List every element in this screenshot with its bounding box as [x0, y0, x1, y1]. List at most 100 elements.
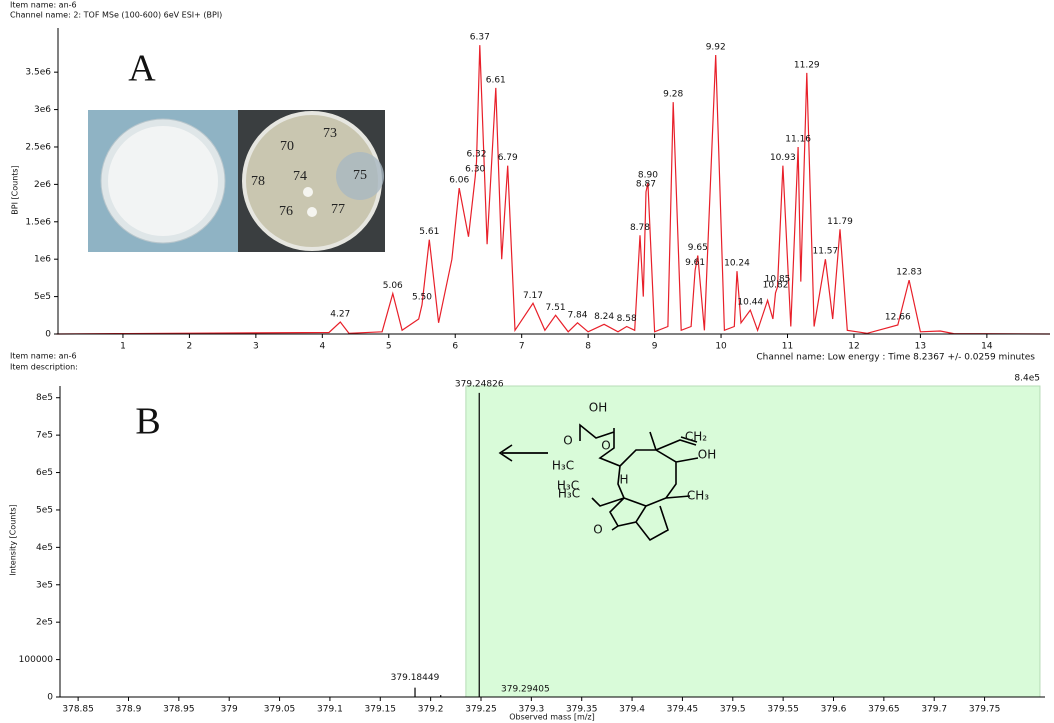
y-tick-label: 7e5 [36, 431, 53, 441]
structure-label: O [593, 523, 602, 537]
peak-label: 6.32 [466, 149, 486, 159]
x-tick-label: 13 [915, 342, 926, 352]
x-tick-label: 379.1 [317, 705, 343, 715]
y-tick-label: 5e5 [36, 505, 53, 515]
x-tick-label: 379.6 [821, 705, 847, 715]
peak-label: 8.78 [630, 223, 650, 233]
peak-label: 5.50 [412, 292, 432, 302]
peak-label: 9.65 [688, 243, 708, 253]
peak-label: 8.87 [636, 179, 656, 189]
inset-label: 76 [279, 204, 293, 219]
x-tick-label: 378.85 [62, 705, 94, 715]
peak-label: 6.79 [498, 153, 518, 163]
peak-label: 12.83 [896, 268, 922, 278]
peak-label: 5.61 [419, 227, 439, 237]
y-tick-label: 3.5e6 [25, 68, 51, 78]
y-tick-label: 4e5 [36, 543, 53, 553]
peak-label: 379.24826 [455, 380, 504, 390]
inset-label: 78 [251, 174, 265, 189]
item-line: Item name: an-6 [10, 352, 77, 361]
peak-label: 6.61 [486, 75, 506, 85]
peak-label: 12.66 [885, 313, 911, 323]
inset-photo [88, 110, 385, 252]
x-tick-label: 379.25 [465, 705, 497, 715]
x-tick-label: 10 [715, 342, 727, 352]
x-tick-label: 14 [981, 342, 993, 352]
x-tick-label: 4 [319, 342, 325, 352]
peak-label: 11.16 [785, 134, 811, 144]
peak-label: 4.27 [330, 310, 350, 320]
max-label: 8.4e5 [1014, 374, 1040, 384]
item-line: Channel name: 2: TOF MSe (100-600) 6eV E… [10, 11, 222, 20]
peak-label: 9.92 [706, 42, 726, 52]
x-tick-label: 379.45 [667, 705, 699, 715]
peak-label: 5.06 [383, 281, 403, 291]
peak-label: 11.57 [812, 247, 838, 257]
y-axis-label: BPI [Counts] [11, 165, 20, 214]
x-tick-label: 379.4 [619, 705, 645, 715]
x-tick-label: 9 [652, 342, 658, 352]
peak-label: 9.61 [685, 258, 705, 268]
panel-label: A [128, 48, 156, 90]
y-tick-label: 0 [45, 330, 51, 340]
x-tick-label: 12 [848, 342, 859, 352]
x-tick-label: 378.9 [116, 705, 142, 715]
item-line: Item name: an-6 [10, 1, 77, 10]
peak-label: 6.06 [449, 176, 469, 186]
inset-label: 77 [331, 202, 345, 217]
x-tick-label: 379.15 [365, 705, 397, 715]
y-tick-label: 2e6 [34, 180, 51, 190]
structure-label: H [619, 473, 628, 487]
structure-label: H₃C [558, 487, 580, 501]
y-tick-label: 0 [47, 693, 53, 703]
y-tick-label: 8e5 [36, 393, 53, 403]
x-tick-label: 11 [782, 342, 793, 352]
x-tick-label: 378.95 [163, 705, 195, 715]
peak-label: 8.90 [638, 170, 658, 180]
x-tick-label: 379.3 [518, 705, 544, 715]
y-axis-label: Intensity [Counts] [9, 504, 18, 576]
panel-label: B [135, 401, 160, 443]
x-tick-label: 379.55 [767, 705, 799, 715]
x-tick-label: 5 [386, 342, 392, 352]
inset-label: 70 [280, 139, 294, 154]
structure-label: CH₃ [687, 489, 709, 503]
peak-label: 11.29 [794, 60, 820, 70]
x-tick-label: 379.65 [868, 705, 900, 715]
x-tick-label: 379.35 [566, 705, 598, 715]
structure-label: O [563, 434, 572, 448]
y-tick-label: 100000 [19, 655, 54, 665]
x-tick-label: 379 [221, 705, 238, 715]
peak-label: 7.17 [523, 291, 543, 301]
structure-label: CH₂ [685, 430, 707, 444]
y-tick-label: 1e6 [34, 255, 51, 265]
channel-note: Channel name: Low energy : Time 8.2367 +… [756, 353, 1035, 363]
peak-label: 7.51 [546, 303, 566, 313]
peak-label: 379.29405 [501, 685, 550, 695]
y-tick-label: 2e5 [36, 618, 53, 628]
x-tick-label: 6 [452, 342, 458, 352]
peak-label: 379.18449 [391, 673, 440, 683]
figure: 4.275.065.505.616.066.306.326.376.616.79… [0, 0, 1054, 723]
inset-label: 75 [353, 168, 367, 183]
structure-label: O [601, 439, 610, 453]
peak-label: 6.30 [465, 164, 485, 174]
highlight-region [466, 386, 1040, 697]
y-tick-label: 1.5e6 [25, 217, 51, 227]
x-tick-label: 2 [187, 342, 193, 352]
peak-label: 11.79 [827, 217, 853, 227]
peak-label: 8.24 [594, 312, 614, 322]
x-tick-label: 379.2 [418, 705, 444, 715]
y-tick-label: 6e5 [36, 468, 53, 478]
x-tick-label: 379.5 [720, 705, 746, 715]
peak-label: 9.28 [663, 90, 683, 100]
structure-label: H₃C [552, 459, 574, 473]
peak-label: 10.44 [737, 298, 763, 308]
peak-label: 8.58 [617, 314, 637, 324]
x-tick-label: 379.7 [921, 705, 947, 715]
y-tick-label: 3e5 [36, 580, 53, 590]
peak-label: 10.85 [765, 274, 791, 284]
x-tick-label: 7 [519, 342, 525, 352]
inset-label: 74 [293, 169, 307, 184]
structure-label: OH [698, 448, 716, 462]
